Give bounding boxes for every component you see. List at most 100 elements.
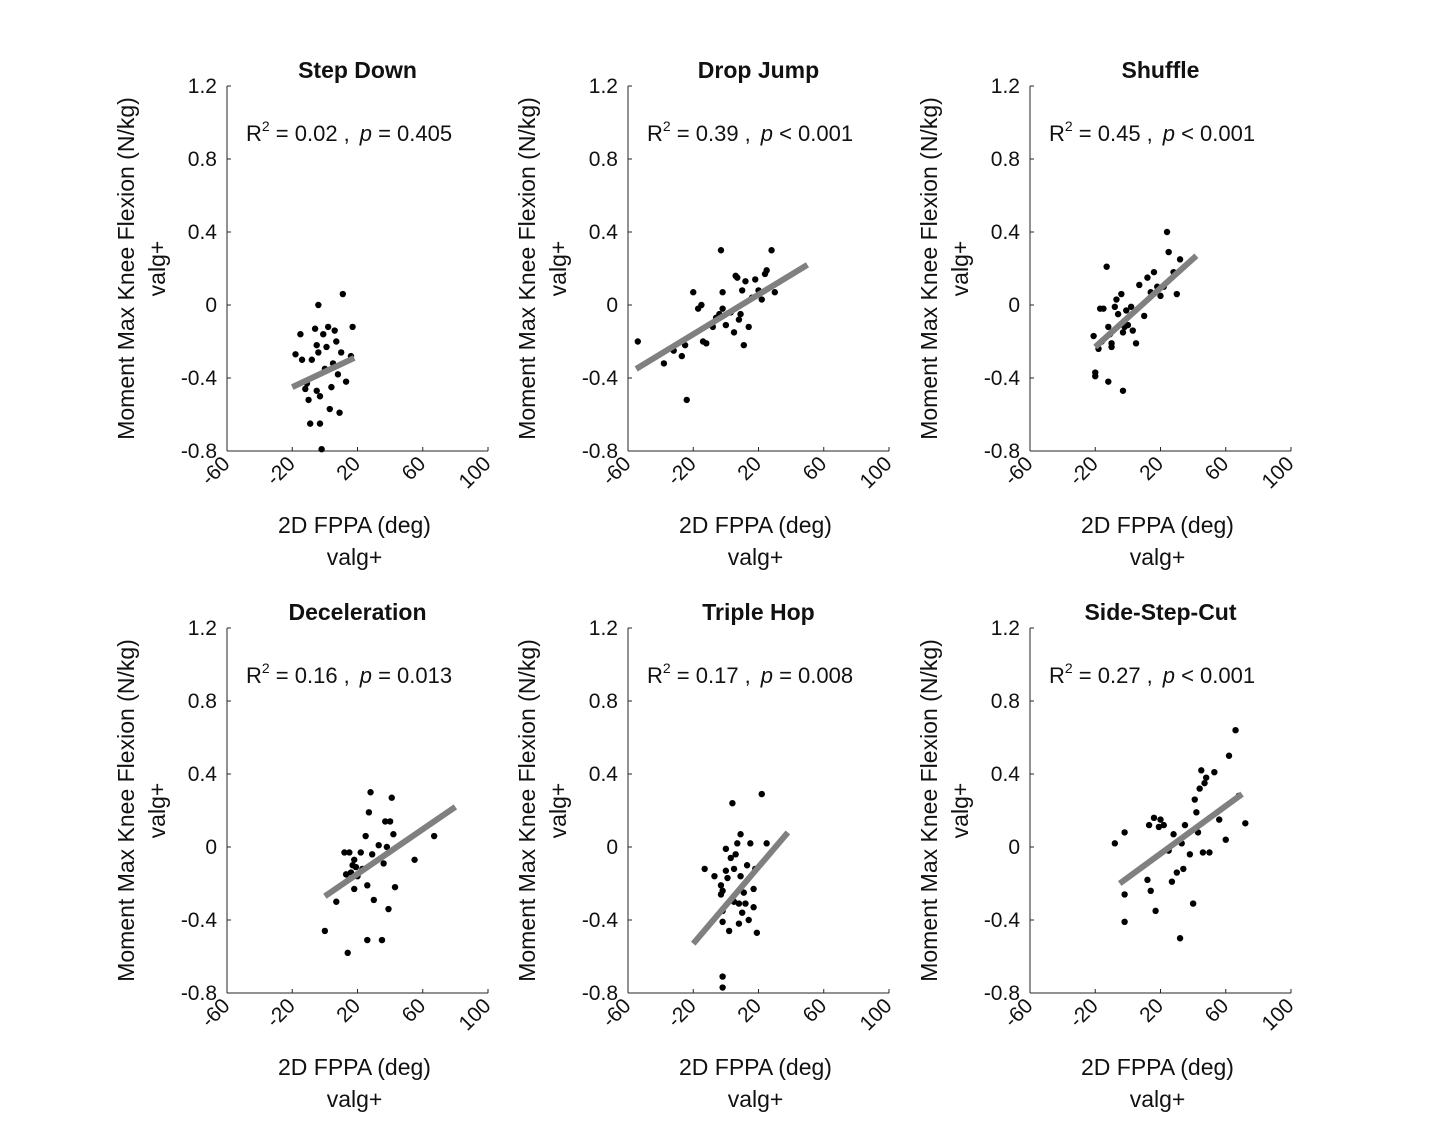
data-point	[1206, 849, 1213, 856]
data-point	[701, 865, 708, 873]
x-tick-label: 60	[398, 994, 431, 1027]
data-point	[390, 831, 397, 838]
x-tick-label: 60	[799, 994, 832, 1027]
y-tick-label: 1.2	[991, 75, 1020, 98]
data-point	[321, 927, 329, 935]
data-point	[737, 831, 744, 838]
data-point	[352, 863, 360, 871]
data-point	[747, 840, 754, 847]
stats-separator: ,	[1147, 121, 1153, 146]
data-point	[1140, 312, 1148, 320]
p-value: < 0.001	[1175, 121, 1255, 146]
data-point	[743, 862, 751, 869]
stats-separator: ,	[344, 663, 350, 688]
data-point	[690, 289, 697, 296]
data-point	[719, 984, 726, 991]
r2-equals: =	[671, 663, 696, 688]
regression-line	[634, 262, 809, 372]
p-value: < 0.001	[773, 121, 853, 146]
data-point	[1147, 887, 1154, 894]
data-point	[738, 909, 746, 916]
p-symbol: p	[760, 663, 773, 688]
data-point	[315, 349, 322, 356]
data-point	[1181, 821, 1189, 829]
y-tick-label: 0.4	[188, 221, 218, 244]
data-point	[742, 900, 749, 907]
data-point	[302, 385, 309, 393]
data-point	[730, 329, 738, 336]
data-point	[698, 301, 705, 309]
y-axis-label: Moment Max Knee Flexion (N/kg)	[113, 639, 139, 982]
y-tick-label: -0.8	[181, 440, 217, 463]
data-point	[734, 840, 741, 847]
data-point	[349, 323, 356, 331]
y-tick-label: -0.4	[582, 909, 619, 932]
data-point	[326, 405, 333, 413]
x-tick-label: 20	[332, 994, 365, 1027]
y-tick-label: 0.8	[589, 148, 618, 171]
data-point	[1176, 256, 1184, 263]
y-tick-label: -0.8	[582, 982, 618, 1005]
data-point	[735, 920, 743, 927]
data-point	[313, 341, 320, 349]
data-point	[750, 885, 757, 893]
data-point	[1121, 829, 1128, 836]
x-tick-label: 60	[398, 452, 431, 485]
data-point	[703, 340, 710, 347]
data-point	[1100, 305, 1107, 312]
data-point	[391, 883, 399, 891]
data-point	[378, 936, 386, 944]
data-point	[711, 873, 718, 880]
regression-line	[323, 804, 458, 899]
data-point	[1124, 321, 1132, 329]
y-tick-label: -0.4	[582, 367, 619, 390]
data-point	[311, 325, 319, 332]
x-tick-label: 60	[799, 452, 832, 485]
data-point	[1132, 340, 1140, 347]
data-point	[1152, 907, 1159, 915]
data-point	[740, 341, 748, 349]
r2-equals: =	[671, 121, 696, 146]
x-axis-label: 2D FPPA (deg)	[278, 512, 431, 538]
data-point	[1123, 307, 1130, 314]
stats-separator: ,	[745, 663, 751, 688]
x-tick-label: 100	[855, 452, 896, 493]
data-point	[320, 331, 327, 338]
x-tick-label: 100	[855, 994, 896, 1035]
p-value: = 0.008	[773, 663, 853, 688]
data-point	[1127, 303, 1135, 311]
r2-superscript: 2	[262, 660, 270, 676]
r2-superscript: 2	[262, 118, 270, 134]
data-point	[383, 843, 391, 851]
data-point	[722, 867, 730, 874]
data-point	[346, 849, 353, 856]
data-point	[738, 287, 746, 294]
y-tick-label: 0.4	[589, 221, 619, 244]
r2-symbol: R	[647, 663, 663, 688]
data-point	[742, 278, 749, 285]
y-axis-label: Moment Max Knee Flexion (N/kg)	[916, 97, 942, 440]
data-point	[737, 310, 744, 318]
data-point	[380, 860, 387, 867]
data-point	[758, 790, 765, 798]
data-point	[308, 356, 316, 363]
p-symbol: p	[359, 121, 372, 146]
x-axis-label: 2D FPPA (deg)	[1081, 1054, 1234, 1080]
data-point	[1144, 274, 1151, 281]
data-point	[316, 420, 324, 427]
y-tick-label: 0.8	[991, 148, 1020, 171]
data-point	[1113, 296, 1120, 303]
r2-superscript: 2	[663, 118, 671, 134]
r2-value: 0.39	[696, 121, 739, 146]
r2-superscript: 2	[663, 660, 671, 676]
data-point	[719, 918, 726, 926]
data-point	[375, 841, 382, 849]
y-tick-label: 1.2	[589, 75, 618, 98]
panel-title: Step Down	[298, 57, 417, 83]
data-point	[368, 851, 376, 858]
r2-equals: =	[1073, 121, 1098, 146]
r2-equals: =	[270, 663, 295, 688]
x-tick-label: 20	[733, 452, 766, 485]
r2-value: 0.16	[295, 663, 338, 688]
